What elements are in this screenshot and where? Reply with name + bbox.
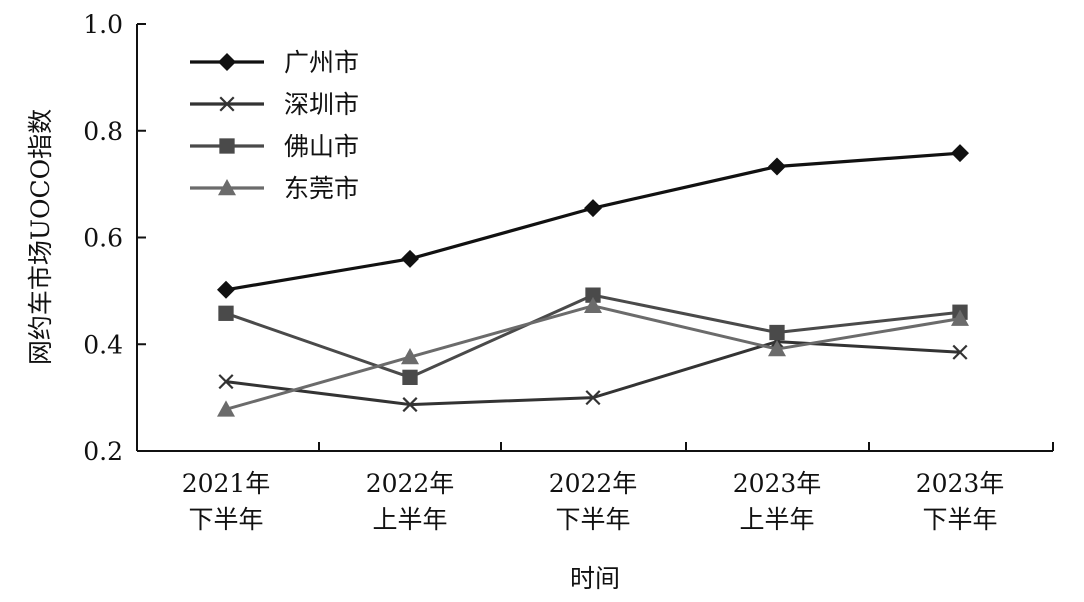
square-marker	[585, 287, 601, 303]
triangle-marker	[768, 340, 786, 357]
x-tick-label: 下半年	[922, 505, 997, 534]
triangle-marker	[217, 400, 235, 417]
diamond-marker	[584, 199, 602, 218]
data-point	[401, 348, 419, 365]
series-3	[218, 287, 968, 385]
triangle-marker	[401, 348, 419, 365]
data-point	[217, 280, 235, 299]
square-marker	[218, 305, 234, 321]
x-tick-label: 上半年	[372, 505, 447, 534]
y-tick-label: 0.4	[83, 330, 123, 359]
data-point	[402, 397, 418, 413]
square-marker	[402, 369, 418, 385]
x-marker-stroke	[952, 344, 968, 360]
data-point	[768, 157, 786, 176]
data-point	[217, 400, 235, 417]
diamond-marker	[218, 53, 236, 71]
square-marker	[219, 138, 235, 154]
data-point	[585, 287, 601, 303]
triangle-marker	[584, 296, 602, 314]
diamond-marker	[951, 144, 969, 163]
y-tick-label: 1.0	[83, 10, 123, 39]
x-axis-title: 时间	[570, 564, 620, 593]
x-tick-label: 2021年	[182, 469, 271, 498]
data-point	[585, 390, 601, 406]
y-tick-label: 0.2	[83, 437, 123, 466]
triangle-marker	[951, 309, 969, 326]
data-point	[952, 344, 968, 360]
x-tick-label: 2022年	[549, 469, 638, 498]
legend-entry-4: 东莞市	[190, 174, 359, 203]
data-point	[769, 324, 785, 341]
legend-entry-3: 佛山市	[190, 132, 359, 161]
x-tick-label: 2022年	[366, 469, 455, 498]
data-point	[401, 249, 419, 268]
y-ticks: 0.2 0.4 0.6 0.8 1.0	[83, 10, 146, 466]
data-point	[218, 374, 234, 390]
x-tick-label: 2023年	[916, 469, 1005, 498]
y-tick-label: 0.6	[83, 224, 123, 253]
triangle-marker	[218, 179, 236, 196]
data-point	[584, 296, 602, 314]
legend-label: 佛山市	[284, 132, 359, 161]
data-point	[584, 199, 602, 218]
x-tick-label: 下半年	[188, 505, 263, 534]
legend-entry-1: 广州市	[190, 48, 359, 77]
data-point	[951, 144, 969, 163]
y-axis-title: 网约车市场UOCO指数	[26, 109, 55, 365]
series-2	[218, 334, 968, 413]
series-1	[217, 144, 969, 299]
data-point	[402, 369, 418, 385]
x-tick-label: 2023年	[733, 469, 822, 498]
series-4	[217, 296, 969, 417]
legend-label: 广州市	[284, 48, 359, 77]
legend-label: 深圳市	[284, 90, 359, 119]
y-tick-label: 0.8	[83, 117, 123, 146]
square-marker	[769, 324, 785, 341]
diamond-marker	[217, 280, 235, 299]
x-marker-stroke	[218, 374, 234, 390]
diamond-marker	[768, 157, 786, 176]
data-point	[951, 309, 969, 326]
legend-entry-2: 深圳市	[190, 90, 359, 119]
legend-label: 东莞市	[284, 174, 359, 203]
x-marker-stroke	[402, 397, 418, 413]
x-tick-label: 上半年	[739, 505, 814, 534]
x-marker-stroke	[219, 96, 235, 112]
data-point	[768, 340, 786, 357]
data-point	[218, 305, 234, 321]
diamond-marker	[401, 249, 419, 268]
x-tick-label: 下半年	[555, 505, 630, 534]
x-marker-stroke	[585, 390, 601, 406]
series-layer	[217, 144, 969, 417]
